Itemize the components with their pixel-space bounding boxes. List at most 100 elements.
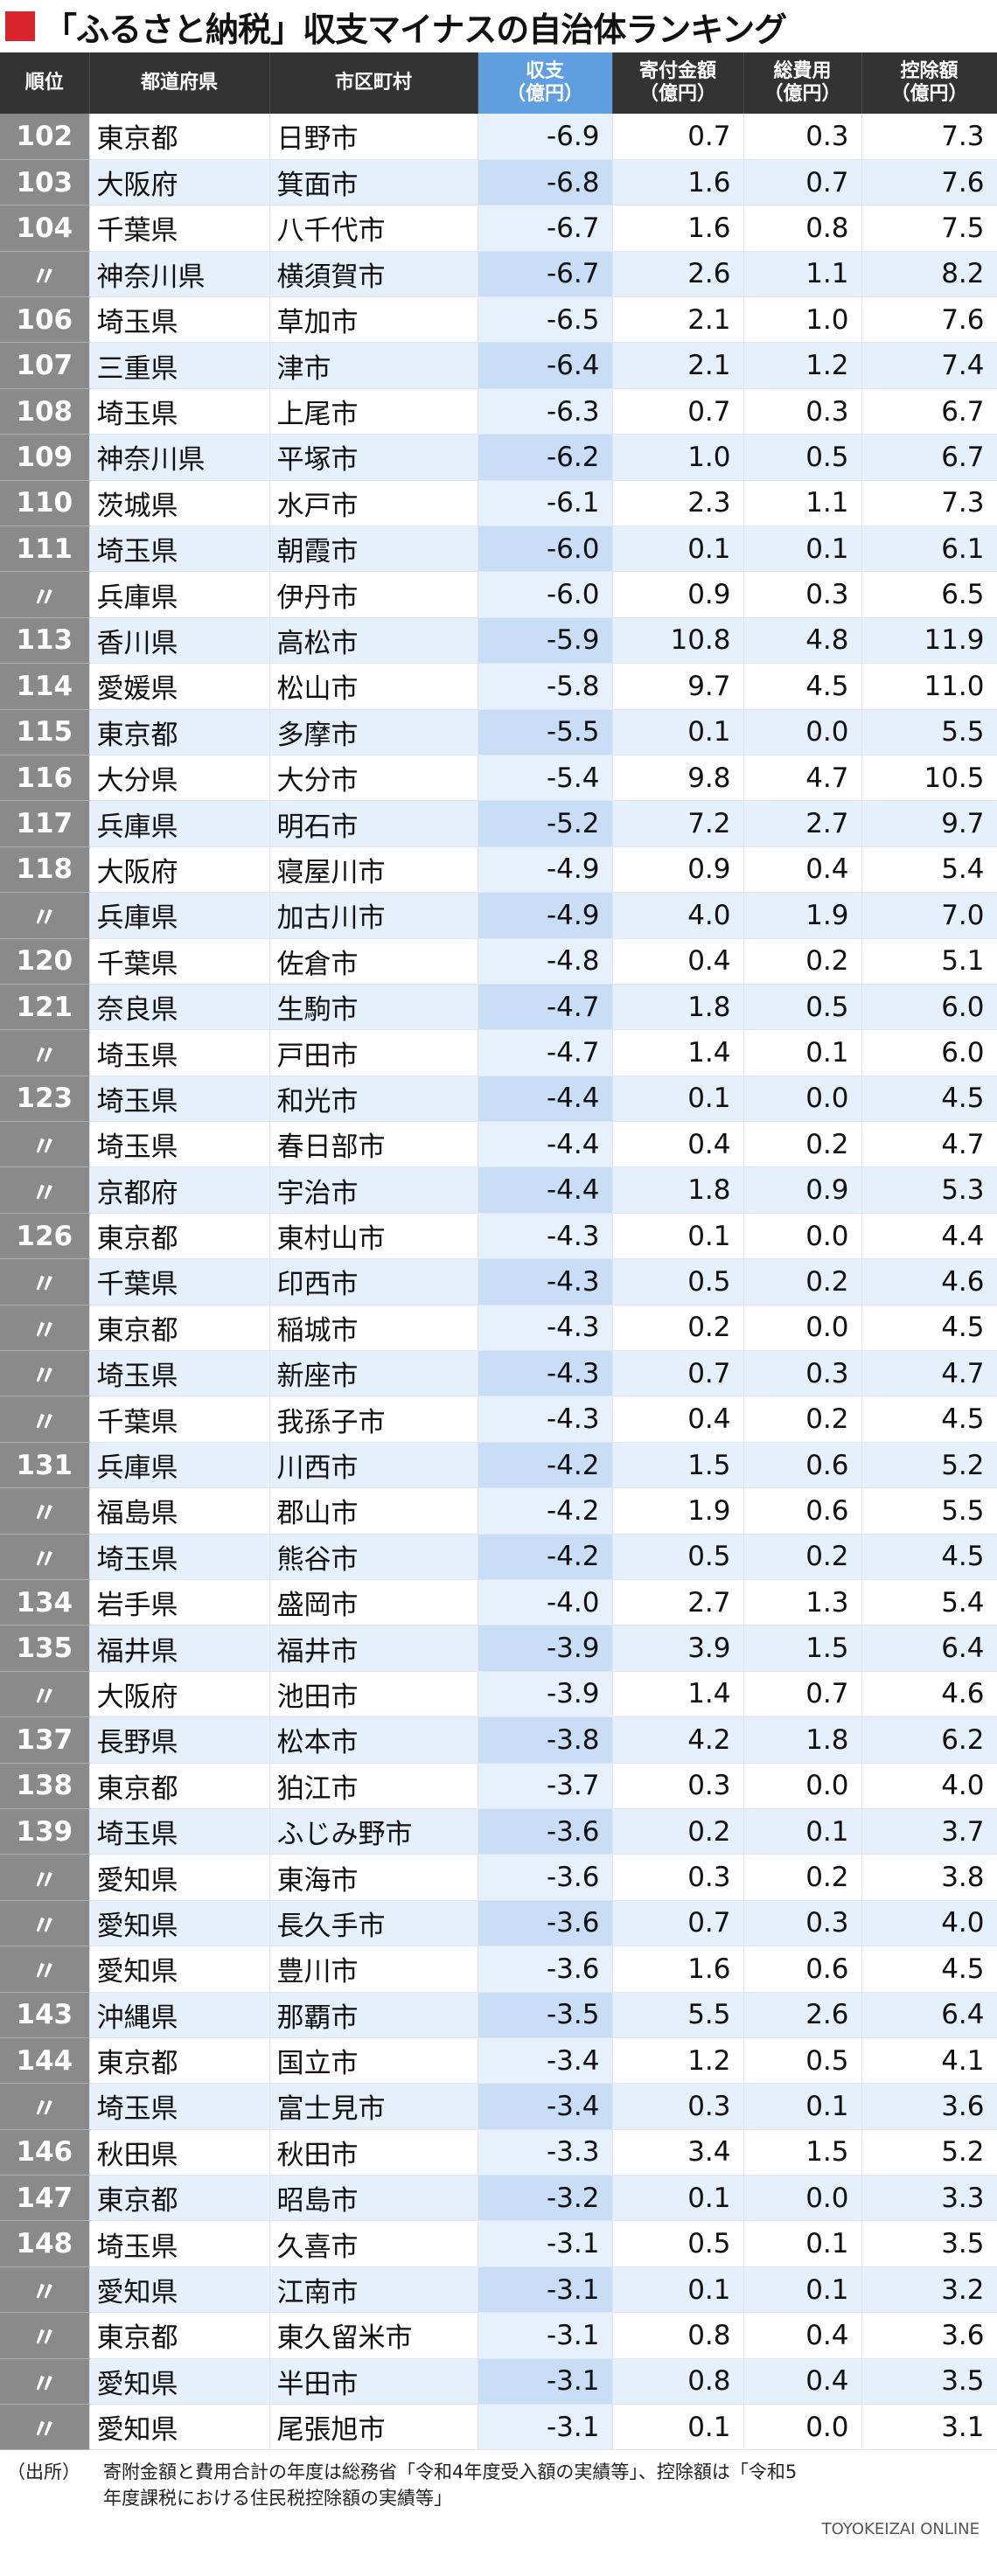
donations-cell: 1.6 bbox=[612, 1946, 744, 1993]
donations-cell: 1.8 bbox=[612, 984, 744, 1031]
donations-cell: 1.5 bbox=[612, 1442, 744, 1489]
rank-cell: 〃 bbox=[0, 1946, 90, 1993]
rank-cell: 126 bbox=[0, 1213, 90, 1260]
balance-cell: -3.9 bbox=[478, 1625, 613, 1672]
donations-cell: 0.3 bbox=[612, 1854, 744, 1901]
deduction-cell: 11.0 bbox=[861, 663, 997, 710]
header-balance-unit: （億円） bbox=[505, 83, 583, 105]
balance-cell: -4.2 bbox=[478, 1442, 613, 1489]
deduction-cell: 4.1 bbox=[861, 2037, 997, 2085]
city-cell: 平塚市 bbox=[269, 434, 478, 481]
header-rank: 順位 bbox=[0, 52, 90, 114]
deduction-cell: 7.6 bbox=[861, 159, 997, 206]
table-row: 114 愛媛県 松山市 -5.8 9.7 4.5 11.0 bbox=[0, 663, 997, 710]
deduction-cell: 4.6 bbox=[861, 1258, 997, 1305]
deduction-cell: 5.4 bbox=[861, 1579, 997, 1626]
city-cell: 横須賀市 bbox=[269, 251, 478, 298]
title-accent-square bbox=[5, 11, 35, 41]
city-cell: 八千代市 bbox=[269, 205, 478, 252]
table-row: 106 埼玉県 草加市 -6.5 2.1 1.0 7.6 bbox=[0, 296, 997, 344]
header-deduction-unit: （億円） bbox=[890, 83, 968, 105]
rank-cell: 137 bbox=[0, 1716, 90, 1764]
prefecture-cell: 福井県 bbox=[89, 1625, 270, 1672]
table-row: 137 長野県 松本市 -3.8 4.2 1.8 6.2 bbox=[0, 1716, 997, 1764]
balance-cell: -4.7 bbox=[478, 1029, 613, 1076]
title-bar: 「ふるさと納税」収支マイナスの自治体ランキング bbox=[0, 0, 997, 52]
deduction-cell: 4.4 bbox=[861, 1213, 997, 1260]
balance-cell: -5.4 bbox=[478, 755, 613, 802]
city-cell: 津市 bbox=[269, 342, 478, 389]
header-costs-unit: （億円） bbox=[763, 83, 841, 105]
city-cell: 福井市 bbox=[269, 1625, 478, 1672]
table-row: 〃愛知県 長久手市 -3.6 0.7 0.3 4.0 bbox=[0, 1900, 997, 1947]
donations-cell: 0.5 bbox=[612, 1258, 744, 1305]
costs-cell: 0.2 bbox=[743, 1121, 862, 1168]
rank-cell: 〃 bbox=[0, 1487, 90, 1535]
city-cell: 川西市 bbox=[269, 1442, 478, 1489]
costs-cell: 0.5 bbox=[743, 2037, 862, 2085]
rank-cell: 〃 bbox=[0, 571, 90, 618]
table-row: 102 東京都 日野市 -6.9 0.7 0.3 7.3 bbox=[0, 114, 997, 160]
donations-cell: 0.7 bbox=[612, 114, 744, 160]
city-cell: 大分市 bbox=[269, 755, 478, 802]
balance-cell: -6.7 bbox=[478, 205, 613, 252]
balance-cell: -4.3 bbox=[478, 1213, 613, 1260]
header-deduction: 控除額 （億円） bbox=[861, 52, 997, 114]
prefecture-cell: 三重県 bbox=[89, 342, 270, 389]
costs-cell: 0.5 bbox=[743, 984, 862, 1031]
prefecture-cell: 埼玉県 bbox=[89, 1534, 270, 1581]
table-row: 131 兵庫県 川西市 -4.2 1.5 0.6 5.2 bbox=[0, 1442, 997, 1489]
balance-cell: -6.3 bbox=[478, 388, 613, 435]
prefecture-cell: 奈良県 bbox=[89, 984, 270, 1031]
rank-cell: 123 bbox=[0, 1076, 90, 1123]
table-row: 〃埼玉県 春日部市 -4.4 0.4 0.2 4.7 bbox=[0, 1121, 997, 1168]
donations-cell: 0.3 bbox=[612, 2083, 744, 2130]
costs-cell: 0.3 bbox=[743, 1900, 862, 1947]
donations-cell: 10.8 bbox=[612, 617, 744, 665]
rank-cell: 108 bbox=[0, 388, 90, 435]
donations-cell: 0.2 bbox=[612, 1808, 744, 1855]
balance-cell: -4.4 bbox=[478, 1121, 613, 1168]
table-row: 〃愛知県 尾張旭市 -3.1 0.1 0.0 3.1 bbox=[0, 2404, 997, 2451]
prefecture-cell: 岩手県 bbox=[89, 1579, 270, 1626]
prefecture-cell: 愛知県 bbox=[89, 2266, 270, 2314]
balance-cell: -3.1 bbox=[478, 2266, 613, 2314]
city-cell: 印西市 bbox=[269, 1258, 478, 1305]
donations-cell: 1.0 bbox=[612, 434, 744, 481]
table-row: 103 大阪府 箕面市 -6.8 1.6 0.7 7.6 bbox=[0, 159, 997, 206]
table-row: 〃愛知県 豊川市 -3.6 1.6 0.6 4.5 bbox=[0, 1946, 997, 1993]
costs-cell: 0.9 bbox=[743, 1166, 862, 1214]
city-cell: 松本市 bbox=[269, 1716, 478, 1764]
table-row: 107 三重県 津市 -6.4 2.1 1.2 7.4 bbox=[0, 342, 997, 389]
donations-cell: 2.1 bbox=[612, 296, 744, 344]
donations-cell: 0.1 bbox=[612, 709, 744, 755]
costs-cell: 0.1 bbox=[743, 2220, 862, 2267]
costs-cell: 0.1 bbox=[743, 2266, 862, 2314]
balance-cell: -6.5 bbox=[478, 296, 613, 344]
costs-cell: 0.4 bbox=[743, 2312, 862, 2359]
costs-cell: 1.8 bbox=[743, 1716, 862, 1764]
donations-cell: 2.7 bbox=[612, 1579, 744, 1626]
header-donations-unit: （億円） bbox=[638, 83, 716, 105]
deduction-cell: 6.1 bbox=[861, 526, 997, 573]
deduction-cell: 3.2 bbox=[861, 2266, 997, 2314]
rank-cell: 〃 bbox=[0, 2404, 90, 2451]
costs-cell: 0.7 bbox=[743, 159, 862, 206]
balance-cell: -3.6 bbox=[478, 1900, 613, 1947]
prefecture-cell: 東京都 bbox=[89, 709, 270, 755]
donations-cell: 0.8 bbox=[612, 2358, 744, 2405]
city-cell: ふじみ野市 bbox=[269, 1808, 478, 1855]
rank-cell: 116 bbox=[0, 755, 90, 802]
deduction-cell: 4.0 bbox=[861, 1900, 997, 1947]
rank-cell: 135 bbox=[0, 1625, 90, 1672]
donations-cell: 0.1 bbox=[612, 2404, 744, 2451]
table-row: 〃埼玉県 新座市 -4.3 0.7 0.3 4.7 bbox=[0, 1350, 997, 1397]
table-row: 135 福井県 福井市 -3.9 3.9 1.5 6.4 bbox=[0, 1625, 997, 1672]
costs-cell: 0.6 bbox=[743, 1442, 862, 1489]
rank-cell: 114 bbox=[0, 663, 90, 710]
costs-cell: 0.3 bbox=[743, 388, 862, 435]
deduction-cell: 6.4 bbox=[861, 1625, 997, 1672]
table-row: 〃愛知県 半田市 -3.1 0.8 0.4 3.5 bbox=[0, 2358, 997, 2405]
deduction-cell: 11.9 bbox=[861, 617, 997, 665]
costs-cell: 0.0 bbox=[743, 1763, 862, 1809]
